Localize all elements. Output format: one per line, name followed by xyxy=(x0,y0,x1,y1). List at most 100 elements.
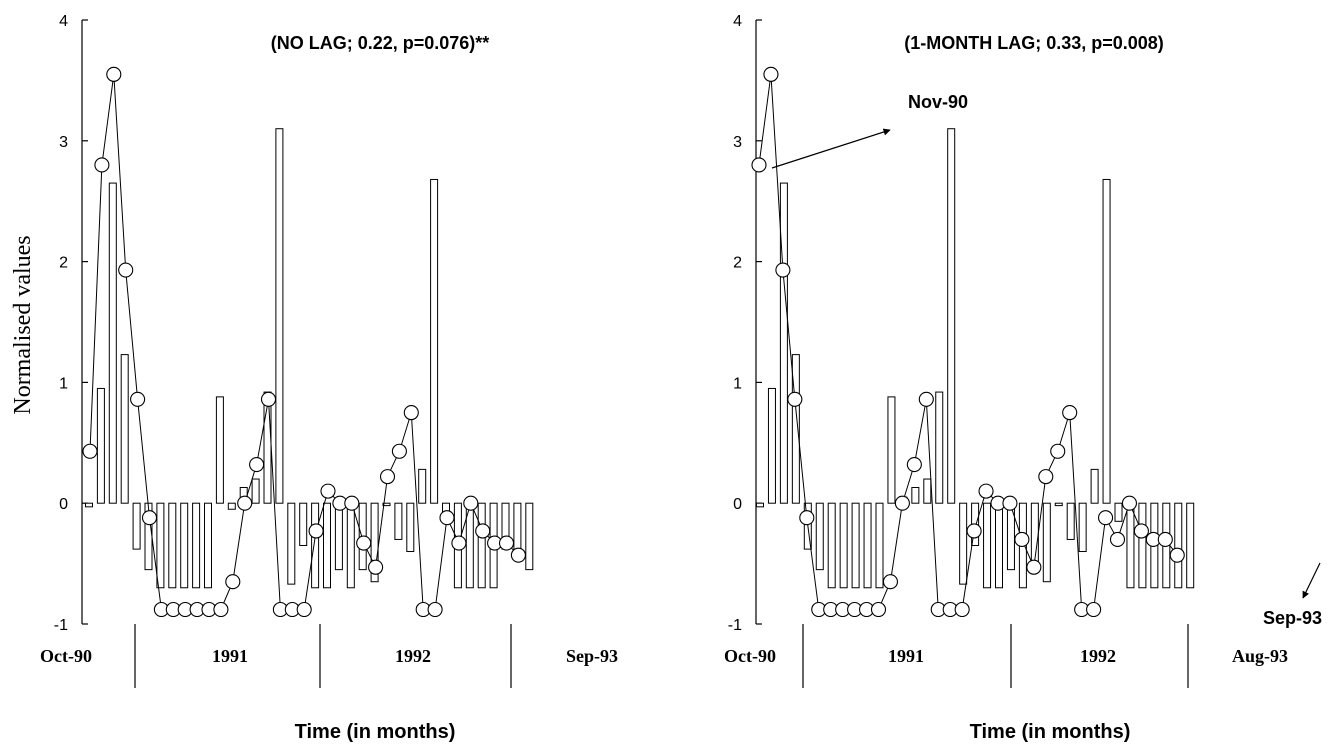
right-panel: (1-MONTH LAG; 0.33, p=0.008) -1 0 1 2 3 4 Oct-9… xyxy=(724,13,1322,743)
y-tick-label: 3 xyxy=(733,134,742,151)
line-point xyxy=(918,391,934,407)
chart-title: (1-MONTH LAG; 0.33, p=0.008) xyxy=(904,33,1164,53)
bar xyxy=(263,391,272,504)
line-point xyxy=(213,601,229,618)
annotation-arrow xyxy=(1302,562,1321,599)
bar xyxy=(756,502,764,508)
line-point xyxy=(225,574,241,590)
line-point xyxy=(296,601,312,618)
line-point xyxy=(751,157,767,173)
line-point xyxy=(775,262,791,278)
line-point xyxy=(1157,531,1173,547)
line-point xyxy=(344,495,360,511)
y-tick-label: 4 xyxy=(59,13,68,30)
y-tick-label: -1 xyxy=(54,617,68,634)
line-point xyxy=(1002,495,1018,511)
bar xyxy=(995,502,1003,589)
bar xyxy=(863,502,872,589)
line-point xyxy=(368,559,384,575)
bar xyxy=(346,502,355,589)
bar xyxy=(1078,502,1087,553)
bar xyxy=(382,502,391,507)
bar xyxy=(935,391,944,504)
bar xyxy=(1054,502,1063,507)
bar xyxy=(887,396,896,504)
segment-label: Oct-90 xyxy=(724,646,776,666)
line-point xyxy=(1026,559,1042,575)
annotation-label: Sep-93 xyxy=(1263,608,1322,628)
bar xyxy=(911,486,920,504)
y-tick-label: 0 xyxy=(733,496,742,513)
bar xyxy=(513,502,522,555)
bar xyxy=(839,502,848,589)
line-point xyxy=(1121,495,1137,511)
bar xyxy=(311,502,320,589)
y-tick-label: 2 xyxy=(59,255,68,272)
line-point xyxy=(1014,531,1030,547)
y-tick-label: 0 xyxy=(59,496,68,513)
y-axis-label: Normalised values xyxy=(10,235,36,414)
line-point xyxy=(882,574,899,590)
line-point xyxy=(308,523,324,539)
line-point xyxy=(106,66,122,82)
bar xyxy=(1186,502,1195,589)
line-point xyxy=(260,391,277,407)
line-point xyxy=(498,535,515,551)
line-point xyxy=(130,391,146,407)
line-point xyxy=(391,443,407,459)
bar xyxy=(251,478,260,504)
line-point xyxy=(439,510,455,526)
bar xyxy=(215,396,224,504)
line-point xyxy=(1038,469,1054,485)
bar xyxy=(1042,502,1051,583)
bar xyxy=(168,502,177,589)
y-tick-label: 4 xyxy=(733,13,742,30)
bar xyxy=(827,502,836,589)
bar xyxy=(192,502,201,589)
bar xyxy=(180,502,189,589)
bar xyxy=(204,502,212,589)
x-axis-label: Time (in months) xyxy=(970,721,1131,743)
bar xyxy=(156,502,165,589)
y-tick-label: 1 xyxy=(59,375,68,392)
annotation-arrow xyxy=(771,128,891,169)
line-point xyxy=(966,523,982,539)
bar xyxy=(85,502,93,508)
bar xyxy=(275,128,284,504)
x-axis-label: Time (in months) xyxy=(295,721,456,743)
bar xyxy=(1138,502,1147,589)
line-point xyxy=(379,469,396,485)
segment-label: Oct-90 xyxy=(40,646,92,666)
bar xyxy=(791,354,800,504)
bar xyxy=(394,502,403,540)
bar xyxy=(108,182,117,504)
bar xyxy=(418,468,427,504)
bar xyxy=(96,387,105,504)
y-tick-label: -1 xyxy=(728,617,742,634)
line-point xyxy=(141,510,158,526)
bar xyxy=(983,502,992,589)
line-point xyxy=(763,66,779,82)
bar xyxy=(334,502,343,571)
segment-label: 1992 xyxy=(395,646,431,666)
line-point xyxy=(1086,601,1102,618)
segment-label: Sep-93 xyxy=(566,646,618,666)
bar xyxy=(923,478,932,504)
annotation-label: Nov-90 xyxy=(908,92,968,112)
bar xyxy=(1174,502,1183,589)
line-point xyxy=(870,601,887,618)
bar xyxy=(132,502,141,550)
line-point xyxy=(954,601,970,618)
line-point xyxy=(1062,405,1078,421)
line-point xyxy=(427,601,443,618)
y-tick-label: 3 xyxy=(59,134,68,151)
segment-label: Aug-93 xyxy=(1232,646,1288,666)
line-point xyxy=(1169,547,1185,563)
bar xyxy=(525,502,534,571)
bar xyxy=(227,502,236,510)
line-point xyxy=(463,495,479,511)
line-point xyxy=(82,443,98,459)
line-point xyxy=(1133,523,1149,539)
line-point xyxy=(249,456,265,473)
